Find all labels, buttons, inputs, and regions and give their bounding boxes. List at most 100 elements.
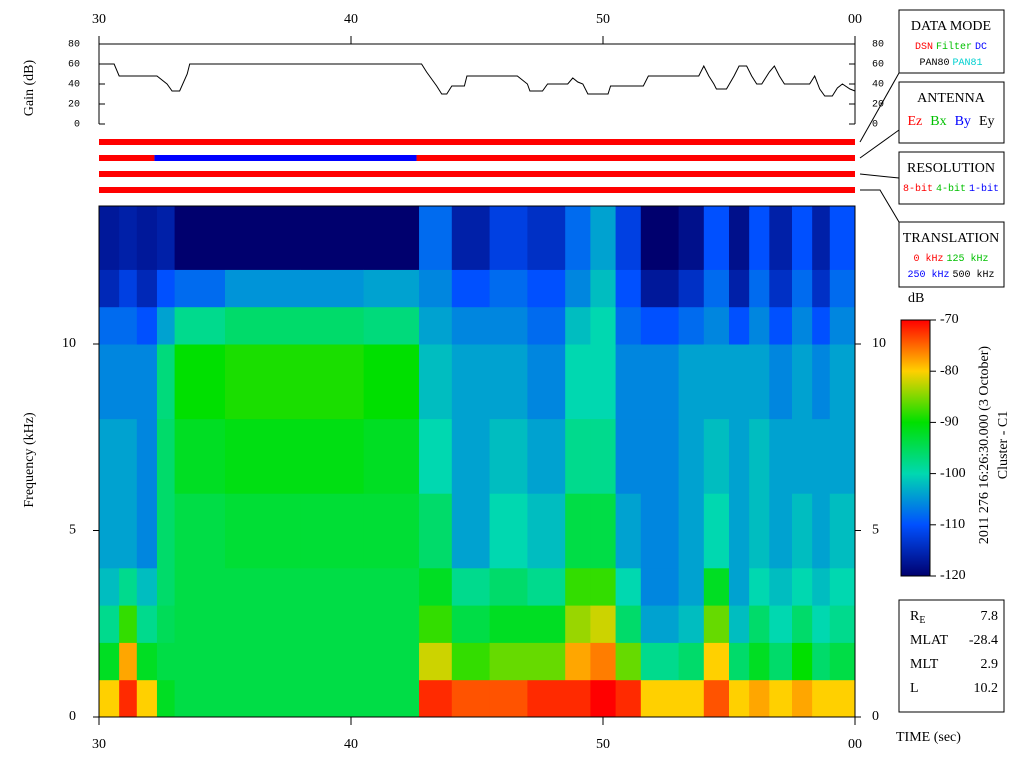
- spectrogram-cell: [489, 306, 528, 345]
- y-tick-label: 0: [69, 709, 76, 724]
- spectrogram-cell: [615, 493, 642, 569]
- x-tick-label: 00: [848, 12, 862, 27]
- spectrogram-cell: [99, 206, 120, 270]
- spectrogram-cell: [489, 567, 528, 606]
- spectrogram-cell: [527, 679, 566, 718]
- spectrogram-cell: [99, 605, 120, 643]
- spectrogram-cell: [300, 306, 365, 345]
- connector: [859, 129, 900, 159]
- spectrogram-cell: [565, 642, 591, 681]
- spectrogram-cell: [119, 567, 138, 606]
- spectrogram-cell: [225, 605, 302, 643]
- spectrogram-cell: [99, 306, 120, 345]
- spectrogram-cell: [769, 605, 793, 643]
- colorbar-tick-label: -120: [940, 568, 966, 583]
- panel-row: 0 kHz 125 kHz: [913, 253, 988, 265]
- spectrogram-cell: [678, 206, 705, 270]
- spectrogram-cell: [729, 344, 750, 420]
- spectrogram-cell: [615, 269, 642, 308]
- status-segment: [154, 155, 417, 161]
- spectrogram-cell: [615, 306, 642, 345]
- spectrogram-cell: [136, 206, 158, 270]
- spectrogram-cell: [99, 642, 120, 681]
- spectrogram-cell: [615, 642, 642, 681]
- info-label: MLAT: [910, 633, 949, 648]
- panel-box: [898, 221, 1005, 288]
- spectrogram-cell: [527, 206, 566, 270]
- spectrogram-cell: [527, 605, 566, 643]
- spectrogram-cell: [615, 679, 642, 718]
- spectrogram-cell: [590, 642, 617, 681]
- spectrogram-cell: [703, 269, 730, 308]
- spectrogram-cell: [174, 206, 226, 270]
- y-tick-label: 0: [74, 120, 80, 131]
- spectrogram-cell: [225, 567, 302, 606]
- spectrogram-cell: [829, 493, 856, 569]
- spectrogram-cell: [451, 306, 491, 345]
- spectrogram-cell: [792, 306, 813, 345]
- x-tick-label: 00: [848, 737, 862, 752]
- spectrogram-cell: [300, 269, 365, 308]
- spectrogram-cell: [156, 418, 176, 494]
- spectrogram-cell: [792, 493, 813, 569]
- spectrogram-cell: [812, 418, 831, 494]
- spectrogram-cell: [363, 493, 420, 569]
- spectrogram-cell: [729, 206, 750, 270]
- panel-box: [898, 81, 1005, 144]
- spectrogram-cell: [136, 679, 158, 718]
- colorbar-tick-label: -70: [940, 312, 959, 327]
- spectrogram-cell: [136, 344, 158, 420]
- spectrogram-cell: [527, 418, 566, 494]
- spectrogram-cell: [792, 206, 813, 270]
- spectrogram-cell: [769, 567, 793, 606]
- spectrogram-cell: [565, 344, 591, 420]
- gain-axis-label: Gain (dB): [22, 59, 37, 116]
- spectrogram-cell: [769, 642, 793, 681]
- info-label-text: R: [910, 609, 920, 624]
- spectrogram-cell: [489, 642, 528, 681]
- info-value: 7.8: [981, 609, 999, 624]
- x-tick-label: 50: [596, 12, 610, 27]
- panel-item: DSN: [915, 42, 933, 53]
- spectrogram-cell: [489, 269, 528, 308]
- colorbar-tick-label: -90: [940, 415, 959, 430]
- panel-row: Ez Bx By Ey: [907, 114, 994, 129]
- spectrogram-cell: [729, 642, 750, 681]
- spectrogram-cell: [792, 567, 813, 606]
- spectrogram-cell: [119, 605, 138, 643]
- spectrogram-cell: [769, 493, 793, 569]
- spectrogram-cell: [590, 567, 617, 606]
- spectrogram-cell: [812, 493, 831, 569]
- spectrogram-cell: [489, 493, 528, 569]
- spectrogram-cell: [174, 493, 226, 569]
- spectrogram-cell: [729, 567, 750, 606]
- y-tick-label: 80: [68, 40, 80, 51]
- panel-item: 8-bit: [903, 183, 933, 195]
- spectrogram-cell: [703, 605, 730, 643]
- spectrogram-cell: [156, 605, 176, 643]
- status-segment: [99, 155, 155, 161]
- spectrogram-cell: [363, 206, 420, 270]
- panel-item: Ey: [979, 114, 995, 129]
- info-label: MLT: [910, 657, 939, 672]
- y-tick-label: 0: [872, 709, 879, 724]
- panel-box: [898, 9, 1005, 74]
- spectrogram-cell: [527, 306, 566, 345]
- spectrogram-cell: [156, 306, 176, 345]
- spectrogram-cell: [119, 642, 138, 681]
- spectrogram-cell: [225, 679, 302, 718]
- spectrogram-cell: [749, 418, 770, 494]
- spectrogram-cell: [729, 306, 750, 345]
- info-label-text: L: [910, 681, 919, 696]
- spectrogram-cell: [174, 344, 226, 420]
- spectrogram-cell: [640, 642, 680, 681]
- panel-title: TRANSLATION: [903, 231, 999, 246]
- x-tick-label: 40: [344, 737, 358, 752]
- spectrogram-cell: [590, 605, 617, 643]
- panel-title: DATA MODE: [911, 19, 991, 34]
- spectrogram-cell: [678, 679, 705, 718]
- spectrogram-cell: [136, 493, 158, 569]
- spectrogram-cell: [829, 306, 856, 345]
- spectrogram-cell: [225, 493, 302, 569]
- spectrogram-cell: [615, 418, 642, 494]
